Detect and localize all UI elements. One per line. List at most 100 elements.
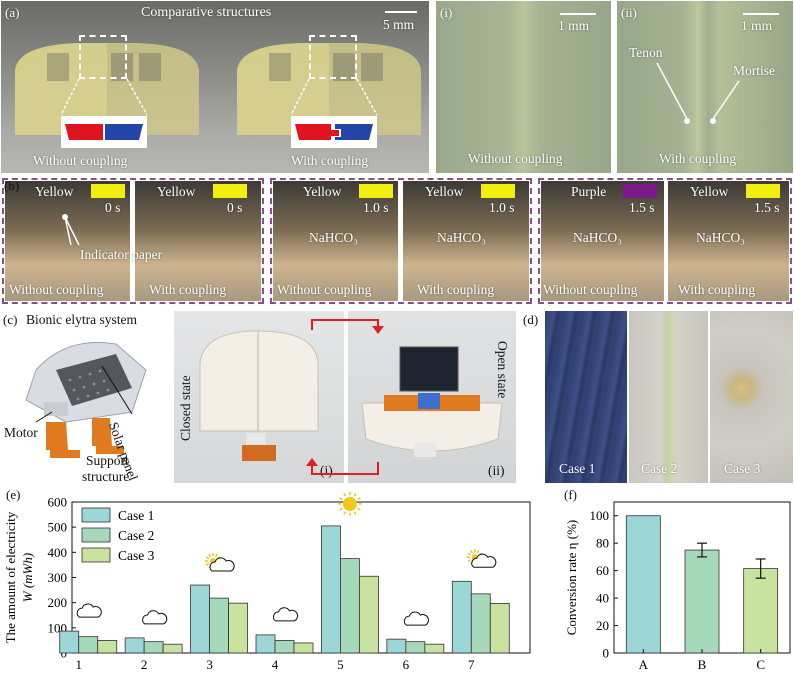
- cloud-icon: [76, 603, 102, 618]
- y-axis-label: Conversion rate η (%): [564, 520, 579, 635]
- sun-ray: [214, 553, 218, 558]
- cloud-shape: [273, 607, 299, 622]
- case-2-label: Case 2: [641, 461, 678, 476]
- sun-ray: [353, 511, 357, 515]
- y-tick-label: 300: [48, 570, 68, 585]
- sub-label-ii: (ii): [488, 463, 505, 478]
- bar-case-1: [321, 525, 341, 654]
- panel-ii-label: (ii): [621, 5, 637, 20]
- x-tick-label: 2: [141, 657, 148, 672]
- tile-color-name: Purple: [571, 184, 607, 199]
- sun-disc: [342, 496, 357, 511]
- tile-time: 1.0 s: [363, 200, 389, 215]
- bar-case-3: [228, 602, 248, 654]
- tile-color-name: Yellow: [303, 184, 342, 199]
- zoom-box-right: [309, 35, 357, 79]
- tile-time: 0 s: [227, 200, 243, 215]
- cloud-icon: [403, 611, 429, 626]
- motor-label: Motor: [4, 425, 38, 440]
- indicator-tile-1: Yellow 0 s Without coupling: [5, 181, 130, 301]
- open-state-label: Open state: [495, 341, 510, 399]
- bar-case-1: [451, 580, 472, 654]
- zoom-box-left: [79, 35, 127, 79]
- bar-case-2: [470, 593, 491, 654]
- sun-ray: [208, 553, 212, 558]
- sun-ray: [339, 497, 343, 501]
- scale-bar-label: 1 mm: [741, 18, 773, 33]
- bar-case-3: [424, 643, 445, 654]
- panel-a-photo: (a) Comparative structures 5 mm Without …: [1, 1, 429, 173]
- bar-case-2: [340, 558, 360, 654]
- tile-color-name: Yellow: [425, 184, 464, 199]
- bar-case-3: [489, 603, 510, 654]
- indicator-tile-2: Yellow 0 s With coupling: [135, 181, 261, 301]
- sun-ray: [353, 493, 357, 497]
- bar-c: [743, 568, 779, 654]
- tile-caption: With coupling: [149, 282, 227, 297]
- closed-state-label: Closed state: [178, 375, 193, 441]
- panel-i-caption: Without coupling: [468, 151, 563, 166]
- tile-reagent: NaHCO₃: [573, 230, 622, 245]
- legend-swatch: [81, 527, 111, 543]
- y-tick-label: 400: [48, 545, 68, 560]
- sun-icon: [337, 491, 362, 516]
- tile-time: 1.5 s: [629, 200, 655, 215]
- panel-i-micrograph: (i) 1 mm Without coupling: [436, 1, 611, 173]
- sun-ray: [205, 556, 210, 560]
- y-tick-label: 600: [48, 495, 68, 510]
- open-elytra: [361, 346, 503, 457]
- y-tick-label: 0: [603, 646, 610, 661]
- panel-d-label: (d): [523, 312, 539, 327]
- y-tick-label: 60: [596, 563, 609, 578]
- y-tick-label: 80: [596, 536, 609, 551]
- y-axis-label-line2: W (mWh): [20, 553, 35, 602]
- case-3-photo: Case 3: [710, 311, 793, 483]
- panel-b-group-2: [270, 178, 532, 304]
- bar-case-3: [293, 642, 314, 654]
- scale-bar-label: 1 mm: [558, 18, 590, 33]
- sun-ray: [343, 511, 347, 515]
- cloud-icon: [273, 607, 299, 622]
- case-1-photo: Case 1: [545, 311, 627, 483]
- sun-ray: [476, 549, 480, 554]
- cloud-shape: [471, 553, 497, 568]
- color-swatch: [359, 184, 393, 198]
- bar-case-1: [190, 584, 210, 654]
- panel-f-label: (f): [564, 487, 577, 502]
- y-tick-label: 20: [596, 618, 609, 633]
- tile-caption: Without coupling: [277, 282, 372, 297]
- sun-ray: [467, 552, 471, 556]
- cloud-icon: [209, 557, 235, 572]
- tile-caption: With coupling: [417, 282, 495, 297]
- panel-b-label: (b): [4, 178, 20, 193]
- tile-reagent: NaHCO₃: [696, 230, 745, 245]
- bar-case-2: [209, 597, 229, 654]
- joint-diagram-without-coupling: [61, 116, 147, 148]
- bar-case-2: [405, 641, 426, 654]
- color-swatch: [746, 184, 780, 198]
- x-tick-label: 4: [272, 657, 279, 672]
- tile-color-name: Yellow: [157, 184, 196, 199]
- panel-i-label: (i): [440, 5, 453, 20]
- tile-caption: Without coupling: [9, 282, 104, 297]
- x-tick-label: C: [756, 657, 765, 672]
- support-label-line1: Support: [86, 453, 129, 468]
- panel-b-group-3: [538, 178, 792, 304]
- sun-ray: [339, 507, 343, 511]
- mortise-label: Mortise: [733, 63, 775, 78]
- zoom-lines-left: [60, 78, 148, 116]
- x-tick-label: 7: [468, 657, 475, 672]
- cloud-shape: [142, 610, 168, 625]
- case-3-label: Case 3: [724, 461, 761, 476]
- sun-ray: [467, 559, 471, 562]
- bar-case-3: [97, 640, 118, 654]
- bar-case-3: [162, 643, 183, 654]
- cloud-shape: [209, 557, 235, 572]
- legend-swatch: [81, 547, 111, 563]
- support-label-line2: structure: [82, 469, 130, 484]
- chart-conversion-rate: 0 20 40 60 80 100 Conversion rate η (%) A B C: [564, 501, 791, 672]
- panel-c-title: Bionic elytra system: [26, 312, 137, 327]
- scale-bar-label: 5 mm: [383, 17, 415, 32]
- scale-bar: [743, 13, 779, 15]
- panel-a-title: Comparative structures: [141, 5, 272, 20]
